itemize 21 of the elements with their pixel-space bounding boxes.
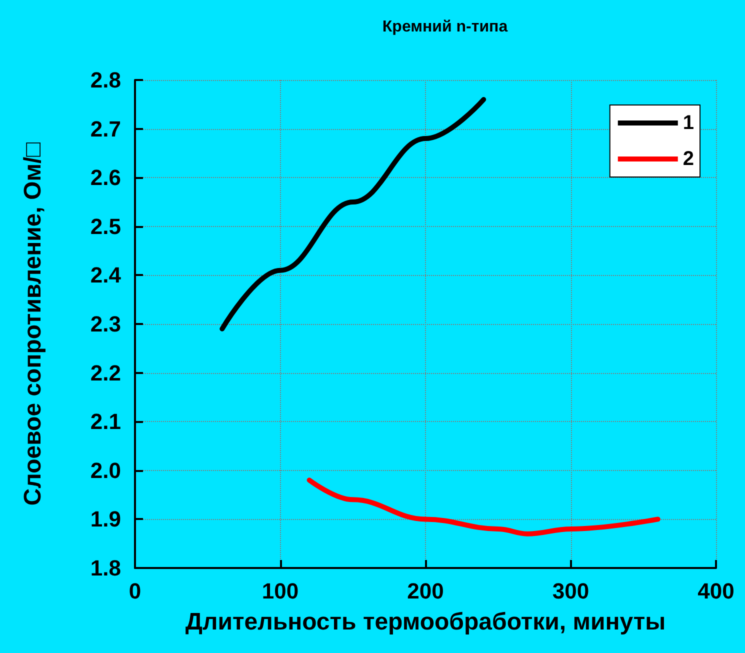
x-tick-label: 200 xyxy=(407,578,444,604)
y-tick-label: 2.3 xyxy=(90,312,121,336)
y-tick-label: 2.1 xyxy=(90,409,121,434)
legend-label: 1 xyxy=(682,112,694,134)
x-tick-label: 0 xyxy=(128,578,142,604)
y-axis-title: Слоевое сопротивление, Ом/□ xyxy=(20,142,46,506)
y-tick-label: 2.4 xyxy=(90,262,122,288)
y-tick-label: 1.9 xyxy=(90,506,121,532)
y-tick-label: 2.8 xyxy=(90,68,121,92)
y-tick-label: 2.2 xyxy=(90,360,121,386)
y-tick-label: 2.6 xyxy=(90,165,121,190)
y-tick-label: 1.8 xyxy=(90,556,121,580)
legend-label: 2 xyxy=(682,148,694,170)
x-tick-label: 100 xyxy=(262,578,299,604)
x-axis-title: Длительность термообработки, минуты xyxy=(185,608,666,636)
y-tick-label: 2.7 xyxy=(90,116,121,142)
chart-title: Кремний n-типа xyxy=(382,18,508,36)
y-tick-label: 2.0 xyxy=(90,458,121,483)
x-tick-label: 400 xyxy=(698,578,734,604)
y-tick-label: 2.5 xyxy=(90,214,121,239)
x-tick-label: 300 xyxy=(552,578,590,604)
